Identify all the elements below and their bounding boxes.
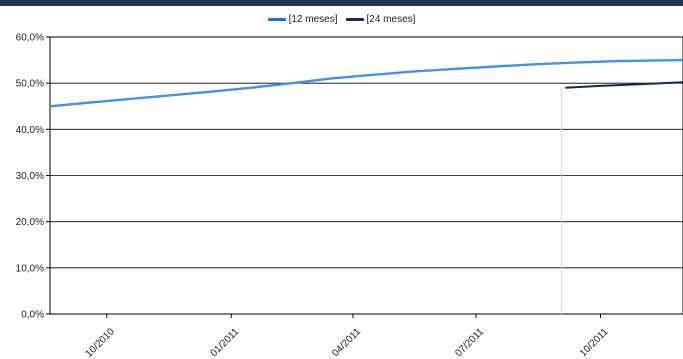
legend-item-24-meses: [24 meses] <box>345 14 416 25</box>
y-tick-label: 20,0% <box>16 217 44 228</box>
series-line-24-meses <box>565 81 683 89</box>
x-tick-label: 10/2010 <box>84 326 118 359</box>
legend-label-24-meses: [24 meses] <box>366 14 416 25</box>
legend-item-12-meses: [12 meses] <box>267 14 338 25</box>
legend-swatch-24-meses <box>345 18 364 21</box>
y-tick-label: 50,0% <box>16 79 44 90</box>
x-tick-label: 10/2011 <box>578 326 611 359</box>
y-tick-label: 0,0% <box>21 310 44 321</box>
y-tick-label: 40,0% <box>16 125 44 136</box>
x-tick-label: 04/2011 <box>330 326 363 359</box>
y-tick-label: 30,0% <box>16 171 44 182</box>
series-line-12-meses <box>49 58 683 108</box>
legend-swatch-12-meses <box>267 18 286 21</box>
y-tick-label: 10,0% <box>16 263 44 274</box>
x-tick-label: 07/2011 <box>453 326 486 359</box>
x-tick-label: 01/2011 <box>209 326 242 359</box>
legend-label-12-meses: [12 meses] <box>288 14 338 25</box>
y-tick-label: 60,0% <box>16 33 44 44</box>
top-banner-bar <box>0 0 683 6</box>
chart-legend: [12 meses] [24 meses] <box>0 14 683 25</box>
